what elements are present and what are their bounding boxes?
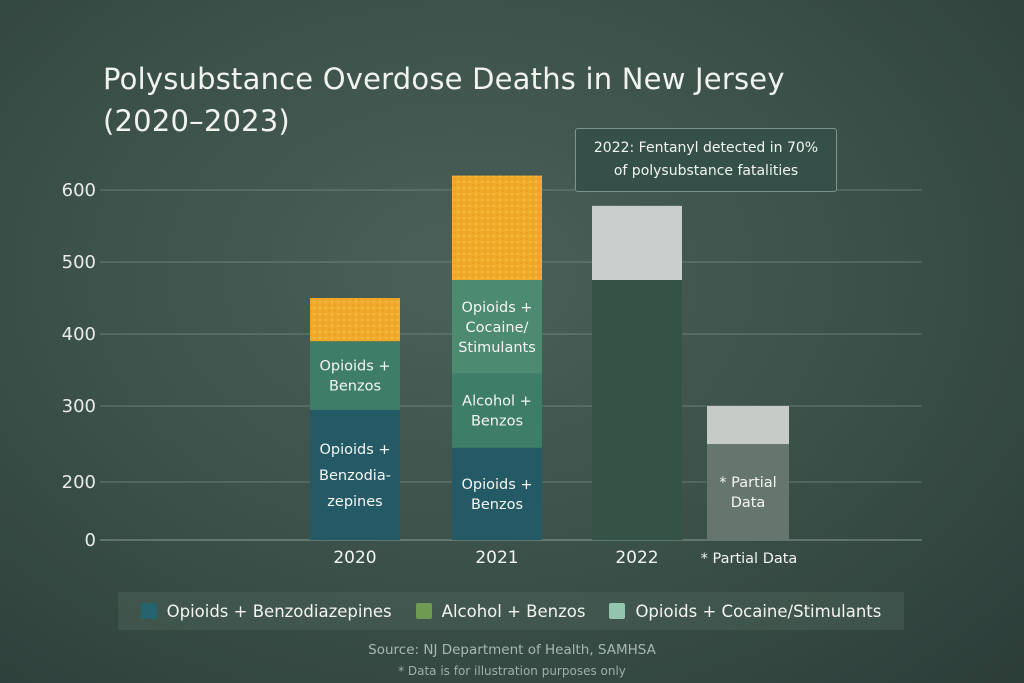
segment-label: zepines [327, 494, 382, 510]
title-line-1: Polysubstance Overdose Deaths in New Jer… [103, 62, 785, 96]
segment-label: * Partial [719, 475, 776, 491]
bar-segment [310, 409, 400, 540]
y-tick-label: 400 [62, 324, 96, 345]
legend-item: Alcohol + Benzos [415, 601, 586, 621]
legend-swatch [140, 603, 157, 619]
legend: Opioids + Benzodiazepines Alcohol + Benz… [118, 592, 904, 630]
y-tick-label: 0 [85, 530, 96, 551]
segment-label: Alcohol + [462, 394, 532, 410]
legend-item: Opioids + Benzodiazepines [140, 601, 392, 621]
legend-swatch [415, 603, 432, 619]
bar-segment [592, 205, 682, 280]
title-line-2: (2020–2023) [103, 104, 290, 139]
bar-segment [452, 280, 542, 374]
bar-segment [592, 280, 682, 540]
bar-segment-texture [452, 175, 542, 280]
legend-label: Opioids + Cocaine/Stimulants [635, 601, 882, 621]
segment-label: Opioids + [461, 300, 532, 316]
y-tick-label: 600 [62, 180, 96, 201]
y-tick-label: 500 [62, 252, 96, 273]
source-text: Source: NJ Department of Health, SAMHSA [368, 642, 656, 658]
y-tick-label: 200 [62, 472, 96, 493]
segment-label: Benzos [471, 414, 523, 430]
bar-segment-texture [310, 298, 400, 342]
segment-label: Opioids + [319, 359, 390, 375]
callout-line-1: 2022: Fentanyl detected in 70% [593, 140, 819, 156]
illustration-note: * Data is for illustration purposes only [398, 664, 626, 678]
x-category-label: 2020 [333, 548, 376, 568]
chart-title: Polysubstance Overdose Deaths in New Jer… [103, 58, 785, 142]
bar-segment [310, 341, 400, 410]
segment-label: Stimulants [458, 340, 536, 356]
x-category-label: * Partial Data [701, 551, 798, 567]
segment-label: Benzos [471, 497, 523, 513]
legend-item: Opioids + Cocaine/Stimulants [609, 602, 881, 621]
segment-label: Data [731, 495, 766, 511]
callout-line-2: of polysubstance fatalities [613, 163, 799, 179]
bar-segment [707, 444, 789, 540]
segment-label: Benzodia- [319, 468, 391, 484]
legend-label: Alcohol + Benzos [441, 601, 586, 621]
x-category-label: 2022 [615, 548, 658, 568]
legend-swatch [609, 603, 626, 619]
y-tick-label: 300 [62, 396, 96, 417]
x-category-label: 2021 [475, 548, 518, 568]
annotation-callout: 2022: Fentanyl detected in 70% of polysu… [575, 128, 837, 192]
segment-label: Benzos [329, 379, 381, 395]
segment-label: Cocaine/ [466, 320, 529, 336]
bar-segment [452, 373, 542, 448]
legend-label: Opioids + Benzodiazepines [166, 601, 392, 621]
segment-label: Opioids + [319, 442, 390, 458]
segment-label: Opioids + [461, 477, 532, 493]
bar-segment [707, 406, 789, 444]
bar-segment [452, 447, 542, 540]
